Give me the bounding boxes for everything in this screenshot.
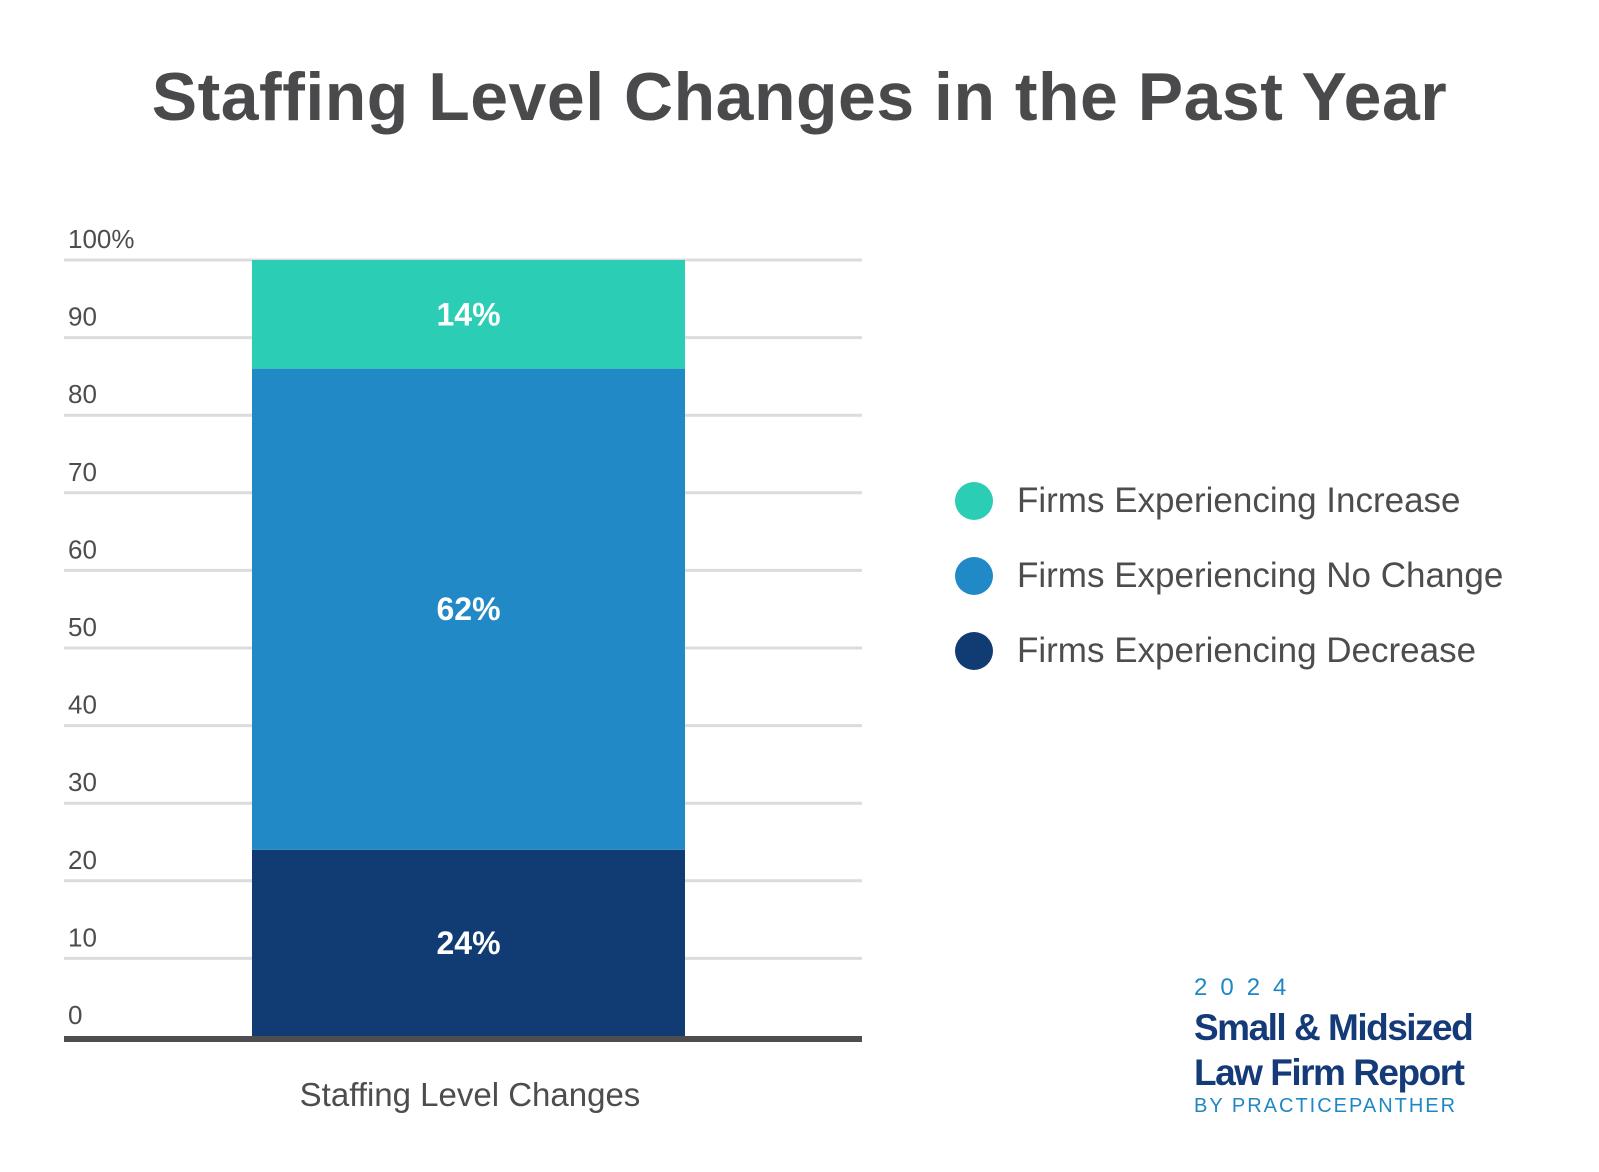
legend-label-decrease: Firms Experiencing Decrease [1017,631,1477,670]
data-label-firms-experiencing-decrease: 24% [436,925,500,961]
y-tick-label-70: 70 [68,457,97,487]
data-label-firms-experiencing-no-change: 62% [436,591,500,627]
y-tick-label-80: 80 [68,379,97,409]
legend-label-no-change: Firms Experiencing No Change [1017,556,1504,595]
bar-segment-firms-experiencing-no-change [252,368,685,850]
y-tick-label-60: 60 [68,534,97,564]
legend-item-increase: Firms Experiencing Increase [955,481,1503,520]
brand-byline: BY PRACTICEPANTHER [1194,1095,1458,1117]
y-tick-label-90: 90 [68,302,97,332]
legend-item-decrease: Firms Experiencing Decrease [955,631,1503,670]
legend-swatch-no-change [955,557,993,595]
legend-label-increase: Firms Experiencing Increase [1017,481,1461,520]
bar-segment-firms-experiencing-decrease [252,849,685,1036]
report-branding: 2024 Small & Midsized Law Firm Report BY… [1194,974,1474,1118]
bar-segment-firms-experiencing-increase [252,260,685,369]
y-tick-label-30: 30 [68,767,97,797]
brand-year: 2024 [1194,974,1300,1001]
y-tick-label-100: 100% [68,224,135,254]
bar-segments [252,260,685,1036]
y-tick-label-50: 50 [68,612,97,642]
y-tick-label-10: 10 [68,922,97,952]
y-tick-label-0: 0 [68,1000,82,1030]
chart-title: Staffing Level Changes in the Past Year [151,59,1448,135]
legend-swatch-decrease [955,632,993,670]
legend: Firms Experiencing Increase Firms Experi… [955,481,1504,707]
data-label-firms-experiencing-increase: 14% [436,296,500,332]
brand-title-line2: Law Firm Report [1194,1052,1465,1093]
y-tick-label-20: 20 [68,845,97,875]
brand-title-line1: Small & Midsized [1194,1007,1474,1048]
y-axis-ticks: 0 10 20 30 40 50 60 70 80 90 100% [68,224,135,1030]
y-tick-label-40: 40 [68,690,97,720]
x-axis-label: Staffing Level Changes [300,1076,641,1113]
data-labels: 24% 62% 14% [436,296,500,961]
legend-item-no-change: Firms Experiencing No Change [955,556,1504,595]
legend-swatch-increase [955,482,993,520]
